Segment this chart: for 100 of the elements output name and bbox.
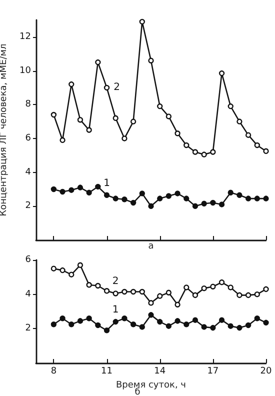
point <box>201 152 207 158</box>
point <box>77 116 84 123</box>
x-axis-title: Время суток, ч <box>116 380 186 390</box>
point <box>166 323 172 329</box>
point <box>263 286 269 292</box>
point <box>228 103 234 110</box>
point <box>104 328 110 334</box>
point <box>130 288 136 295</box>
point <box>201 324 207 330</box>
point <box>122 316 128 322</box>
point <box>77 262 84 268</box>
point <box>218 279 225 286</box>
point <box>254 291 260 298</box>
point <box>139 288 146 295</box>
y-tick-label: 4 <box>25 167 32 178</box>
point <box>166 114 172 120</box>
point <box>112 115 118 122</box>
point <box>148 312 154 318</box>
y-tick-label: 6 <box>25 133 32 144</box>
point <box>148 300 154 306</box>
x-tick-label: 20 <box>260 366 272 376</box>
point <box>184 196 190 202</box>
point <box>254 142 260 148</box>
y-axis-title: Концентрация ЛГ человека, мМЕ/мл <box>0 44 10 216</box>
point <box>95 282 101 289</box>
x-tick-label: 14 <box>154 366 166 376</box>
point <box>122 196 128 202</box>
point <box>210 284 216 290</box>
point <box>210 324 216 331</box>
point <box>130 118 136 124</box>
point <box>174 302 180 308</box>
point <box>263 196 269 202</box>
point <box>112 318 118 325</box>
point <box>228 323 234 329</box>
point <box>218 317 225 323</box>
series-label: 1 <box>112 304 119 316</box>
y-tick-label: 12 <box>20 32 31 42</box>
point <box>228 190 234 196</box>
point <box>148 58 154 64</box>
point <box>95 184 101 190</box>
point <box>77 184 84 190</box>
point <box>68 81 74 88</box>
x-axis-title: а <box>148 242 154 252</box>
point <box>122 288 128 295</box>
point <box>157 103 163 110</box>
point <box>236 118 242 124</box>
point <box>86 190 92 196</box>
point <box>245 292 252 298</box>
point <box>218 202 225 208</box>
point <box>245 322 252 328</box>
point <box>174 130 180 136</box>
point <box>139 324 146 330</box>
point <box>174 318 180 324</box>
y-tick-label: 6 <box>25 255 32 265</box>
point <box>68 272 74 278</box>
point <box>104 84 110 91</box>
point <box>157 293 163 299</box>
point <box>166 193 172 199</box>
x-tick-label: 17 <box>207 366 219 376</box>
point <box>50 322 57 328</box>
point <box>263 320 269 326</box>
point <box>184 322 190 328</box>
point <box>184 284 190 290</box>
point <box>218 70 225 76</box>
point <box>86 316 92 322</box>
point <box>192 317 198 323</box>
point <box>254 316 260 322</box>
point <box>157 318 163 325</box>
text: б <box>134 388 141 396</box>
point <box>122 136 128 142</box>
point <box>95 59 101 66</box>
point <box>50 112 57 118</box>
point <box>245 132 252 138</box>
point <box>95 322 101 328</box>
point <box>86 127 92 133</box>
point <box>157 196 163 202</box>
point <box>201 285 207 292</box>
point <box>184 142 190 148</box>
series-label: 2 <box>114 82 120 94</box>
x-tick-label: 8 <box>50 366 57 376</box>
y-tick-label: 2 <box>25 201 31 212</box>
point <box>166 290 172 296</box>
point <box>130 200 136 206</box>
point <box>60 267 66 274</box>
x-tick-label: 11 <box>101 366 112 376</box>
point <box>174 190 180 196</box>
point <box>236 292 242 298</box>
point <box>104 192 110 198</box>
point <box>60 188 66 195</box>
point <box>60 316 66 322</box>
point <box>148 203 154 210</box>
point <box>192 149 198 155</box>
point <box>245 196 252 202</box>
y-tick-label: 10 <box>20 66 32 76</box>
y-tick-label: 8 <box>25 100 32 110</box>
point <box>139 190 146 196</box>
point <box>201 200 207 206</box>
point <box>236 192 242 198</box>
point <box>60 137 66 144</box>
point <box>228 284 234 290</box>
